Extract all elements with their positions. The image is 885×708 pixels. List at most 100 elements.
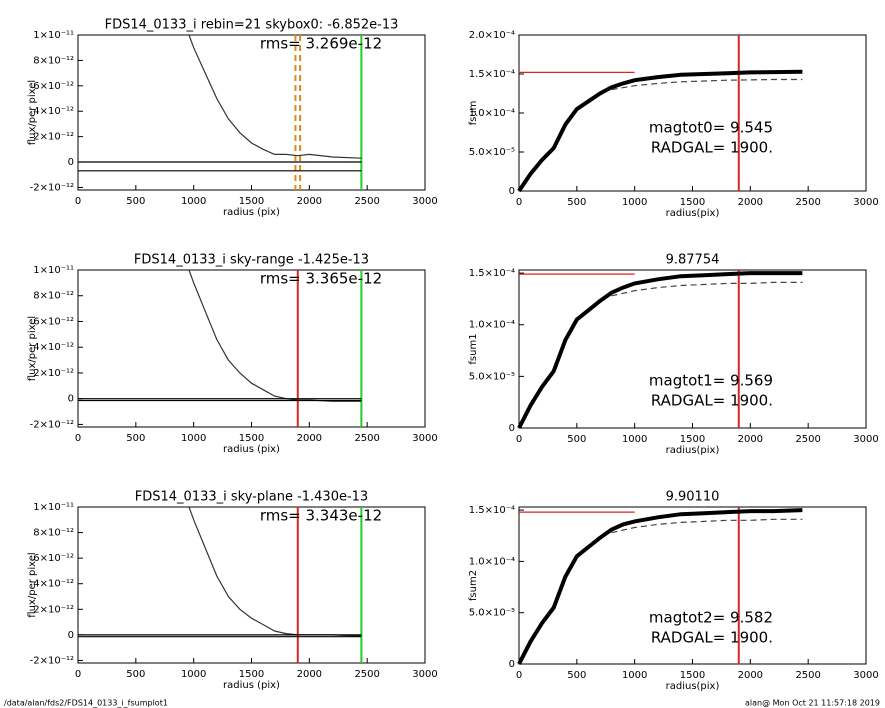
series-line <box>517 271 803 429</box>
plot-frame <box>518 34 867 192</box>
y-tick-label: -2×10⁻¹² <box>30 655 74 666</box>
y-tick-label: 2×10⁻¹² <box>33 132 74 143</box>
x-tick-label: 0 <box>75 433 81 444</box>
x-axis-label: radius(pix) <box>666 681 720 692</box>
y-tick-label: 1×10⁻¹¹ <box>33 30 74 41</box>
chart-title: FDS14_0133_i rebin=21 skybox0: -6.852e-1… <box>105 18 399 33</box>
footer-left: /data/alan/fds2/FDS14_0133_i_fsumplot1 <box>4 699 168 708</box>
y-tick-label: 2.0×10⁻⁴ <box>469 30 515 41</box>
x-tick-label: 2500 <box>354 196 379 207</box>
annotation: rms= 3.343e-12 <box>260 507 382 525</box>
y-tick-label: 1.5×10⁻⁴ <box>469 505 515 516</box>
y-tick-label: 0 <box>509 659 515 670</box>
x-tick-label: 500 <box>126 433 145 444</box>
y-tick-label: 8×10⁻¹² <box>33 55 74 66</box>
chart-title: 9.87754 <box>666 253 720 268</box>
y-tick-label: 4×10⁻¹² <box>33 106 74 117</box>
y-tick-label: 6×10⁻¹² <box>33 316 74 327</box>
series-line <box>611 281 803 297</box>
x-tick-label: 1000 <box>181 433 206 444</box>
x-tick-label: 1000 <box>622 434 647 445</box>
x-tick-label: 1000 <box>622 197 647 208</box>
x-tick-label: 3000 <box>412 196 437 207</box>
x-tick-label: 2000 <box>738 434 763 445</box>
footer-right: alan@ Mon Oct 21 11:57:18 2019 <box>745 699 880 708</box>
x-tick-label: 2000 <box>738 197 763 208</box>
y-tick-label: 8×10⁻¹² <box>33 291 74 302</box>
x-tick-label: 2500 <box>354 433 379 444</box>
y-axis-label: fsum2 <box>468 570 479 601</box>
x-tick-label: 1500 <box>239 433 264 444</box>
x-tick-label: 2500 <box>795 434 820 445</box>
x-tick-label: 1000 <box>181 669 206 680</box>
x-tick-label: 0 <box>516 434 522 445</box>
y-tick-label: 5.0×10⁻⁵ <box>469 147 515 158</box>
x-tick-label: 2500 <box>795 670 820 681</box>
y-tick-label: 0 <box>509 186 515 197</box>
annotation: RADGAL= 1900. <box>651 629 773 647</box>
x-tick-label: 0 <box>516 670 522 681</box>
series-line <box>517 508 803 665</box>
annotation: magtot1= 9.569 <box>649 372 773 390</box>
x-tick-label: 1500 <box>680 670 705 681</box>
y-tick-label: 4×10⁻¹² <box>33 579 74 590</box>
plot-frame <box>77 34 426 191</box>
y-tick-label: 2×10⁻¹² <box>33 368 74 379</box>
x-tick-label: 500 <box>567 197 586 208</box>
annotation: rms= 3.365e-12 <box>260 270 382 288</box>
y-tick-label: 1×10⁻¹¹ <box>33 502 74 513</box>
x-tick-label: 3000 <box>412 433 437 444</box>
y-tick-label: 4×10⁻¹² <box>33 342 74 353</box>
y-tick-label: 6×10⁻¹² <box>33 81 74 92</box>
y-tick-label: 0 <box>68 394 74 405</box>
x-tick-label: 1000 <box>622 670 647 681</box>
x-tick-label: 3000 <box>853 670 878 681</box>
x-axis-label: radius (pix) <box>223 444 280 455</box>
y-axis-label: flux/per pixel <box>27 552 38 617</box>
y-tick-label: 2×10⁻¹² <box>33 604 74 615</box>
y-tick-label: 5.0×10⁻⁵ <box>469 371 515 382</box>
series-line <box>188 506 362 637</box>
y-tick-label: 5.0×10⁻⁵ <box>469 608 515 619</box>
x-tick-label: 1500 <box>680 434 705 445</box>
chart-title: FDS14_0133_i sky-plane -1.430e-13 <box>135 490 368 505</box>
x-tick-label: 500 <box>567 434 586 445</box>
y-tick-label: 6×10⁻¹² <box>33 553 74 564</box>
x-tick-label: 3000 <box>853 434 878 445</box>
y-tick-label: 0 <box>509 423 515 434</box>
x-tick-label: 2500 <box>795 197 820 208</box>
series-line <box>188 34 362 159</box>
annotation: magtot2= 9.582 <box>649 609 773 627</box>
x-tick-label: 2000 <box>297 433 322 444</box>
x-tick-label: 1500 <box>680 197 705 208</box>
x-tick-label: 1500 <box>239 196 264 207</box>
x-tick-label: 0 <box>516 197 522 208</box>
x-axis-label: radius (pix) <box>223 207 280 218</box>
x-tick-label: 0 <box>75 196 81 207</box>
y-tick-label: 1.0×10⁻⁴ <box>469 108 515 119</box>
y-axis-label: flux/per pixel <box>27 80 38 145</box>
y-tick-label: 1.0×10⁻⁴ <box>469 320 515 331</box>
x-tick-label: 2000 <box>738 670 763 681</box>
y-tick-label: 1.0×10⁻⁴ <box>469 556 515 567</box>
x-tick-label: 3000 <box>853 197 878 208</box>
series-line <box>517 69 803 193</box>
x-tick-label: 2500 <box>354 669 379 680</box>
y-tick-label: 1.5×10⁻⁴ <box>469 69 515 80</box>
series-line <box>188 269 362 402</box>
y-axis-label: fsum1 <box>468 333 479 364</box>
y-tick-label: 1.5×10⁻⁴ <box>469 268 515 279</box>
x-tick-label: 3000 <box>412 669 437 680</box>
series-line <box>611 78 803 91</box>
y-tick-label: 8×10⁻¹² <box>33 528 74 539</box>
y-tick-label: 1×10⁻¹¹ <box>33 265 74 276</box>
x-tick-label: 0 <box>75 669 81 680</box>
plot-frame <box>77 269 426 428</box>
x-tick-label: 1000 <box>181 196 206 207</box>
x-tick-label: 500 <box>567 670 586 681</box>
x-tick-label: 500 <box>126 196 145 207</box>
x-axis-label: radius(pix) <box>666 208 720 219</box>
chart-title: FDS14_0133_i sky-range -1.425e-13 <box>134 253 369 268</box>
x-tick-label: 500 <box>126 669 145 680</box>
plot-frame <box>77 506 426 664</box>
